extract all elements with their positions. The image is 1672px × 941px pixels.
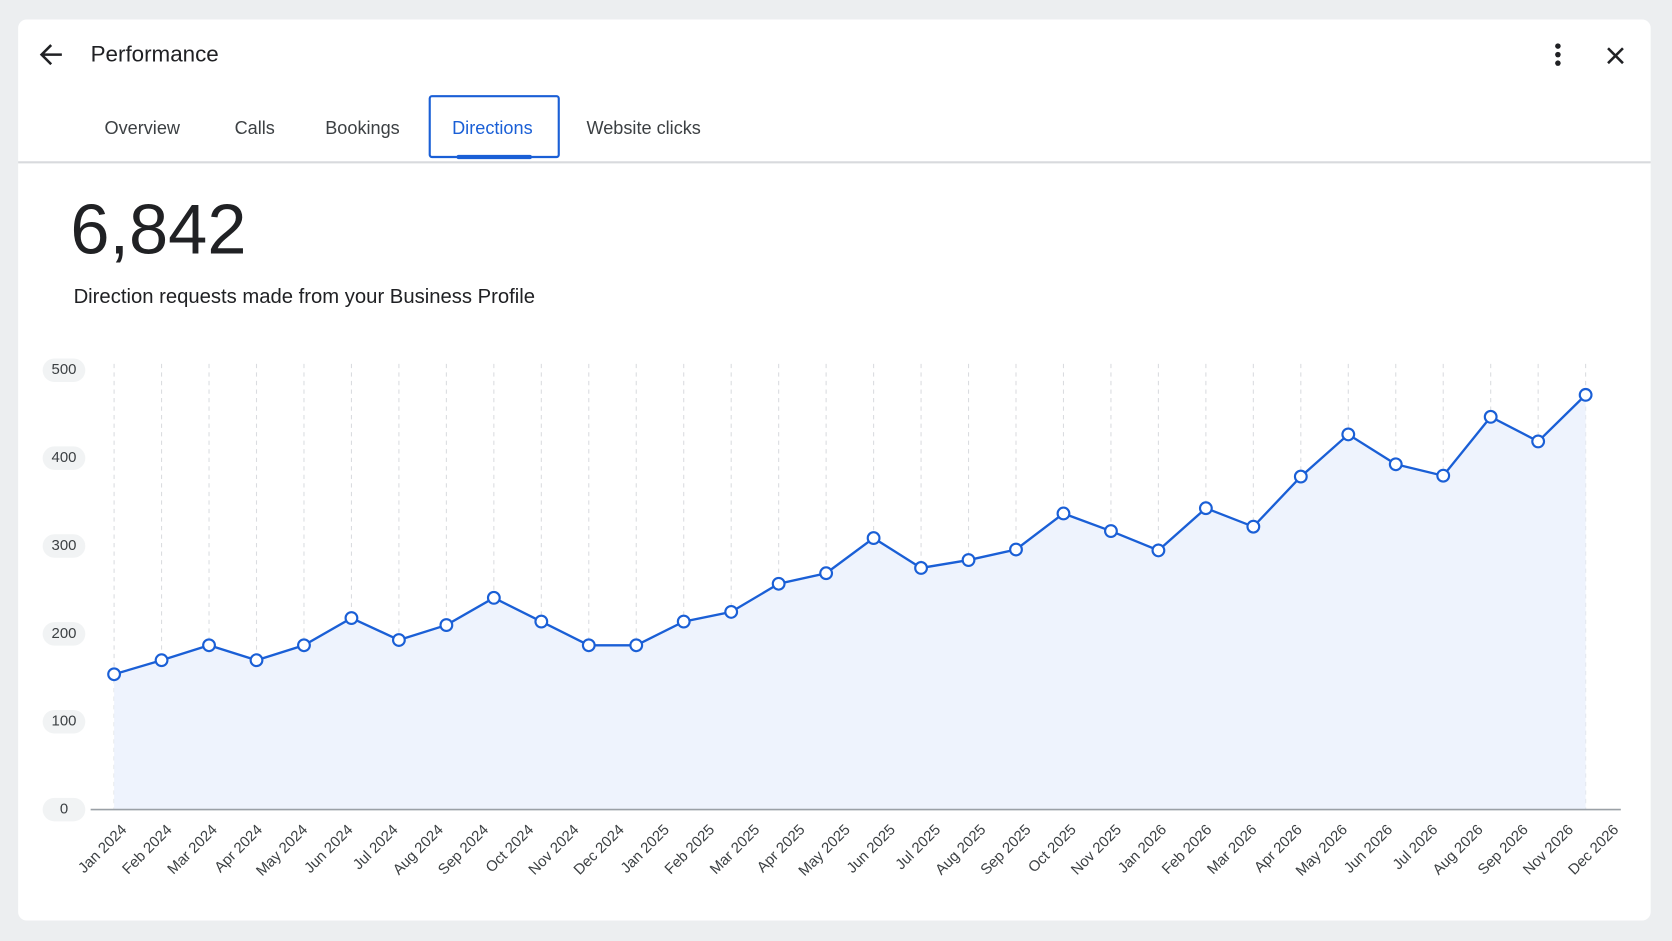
line: [113, 394, 1587, 676]
y-tick-label: 400: [52, 449, 77, 466]
tab-indicator: [456, 154, 533, 160]
point: [344, 611, 359, 625]
y-tick-label: 0: [60, 801, 68, 818]
point: [961, 553, 976, 567]
point: [534, 614, 549, 629]
point: [1341, 427, 1356, 442]
point: [866, 531, 881, 546]
point: [1198, 501, 1213, 516]
point: [819, 566, 834, 581]
y-tick-pill: [42, 358, 86, 382]
point: [486, 590, 501, 605]
point: [1531, 434, 1546, 449]
tab[interactable]: Calls: [235, 118, 275, 138]
point: [724, 604, 739, 619]
more-button[interactable]: [1555, 43, 1561, 66]
point: [297, 638, 311, 653]
tab[interactable]: Website clicks: [586, 118, 700, 138]
point: [676, 614, 691, 629]
tab[interactable]: Bookings: [325, 118, 400, 138]
tab-bar: Overview Calls Bookings Directions Website c…: [105, 95, 701, 160]
point: [1104, 524, 1118, 538]
y-tick-pill: [42, 534, 86, 558]
back-button[interactable]: [39, 44, 62, 66]
point: [1056, 506, 1071, 521]
y-tick-label: 300: [52, 537, 77, 554]
y-tick-label: 100: [52, 713, 77, 730]
tab[interactable]: Directions: [452, 118, 533, 138]
point: [914, 561, 928, 575]
point: [154, 653, 169, 668]
total-value: 6,842: [70, 189, 246, 268]
point: [581, 638, 596, 653]
point: [1246, 519, 1261, 534]
area: [114, 394, 1586, 810]
description: Direction requests made from your Busine…: [74, 286, 535, 308]
point: [1151, 543, 1166, 558]
point: [1009, 542, 1023, 557]
point: [771, 576, 786, 591]
point: [1388, 457, 1403, 472]
point: [1578, 387, 1593, 402]
y-tick-label: 200: [52, 625, 77, 642]
y-tick-pill: [42, 446, 86, 470]
tab[interactable]: Overview: [105, 118, 181, 138]
point: [1293, 469, 1308, 484]
y-tick-pill: [42, 622, 86, 646]
point: [249, 653, 264, 668]
point: [1483, 409, 1498, 424]
point: [439, 618, 454, 633]
point: [629, 638, 644, 653]
point: [202, 638, 216, 653]
point: [107, 667, 122, 682]
y-tick-pill: [42, 709, 86, 734]
close-button[interactable]: [1607, 47, 1624, 65]
point: [391, 633, 406, 647]
point: [1436, 468, 1451, 483]
y-tick-pill: [42, 797, 86, 822]
y-tick-label: 500: [52, 361, 77, 378]
page-title: Performance: [91, 42, 219, 67]
